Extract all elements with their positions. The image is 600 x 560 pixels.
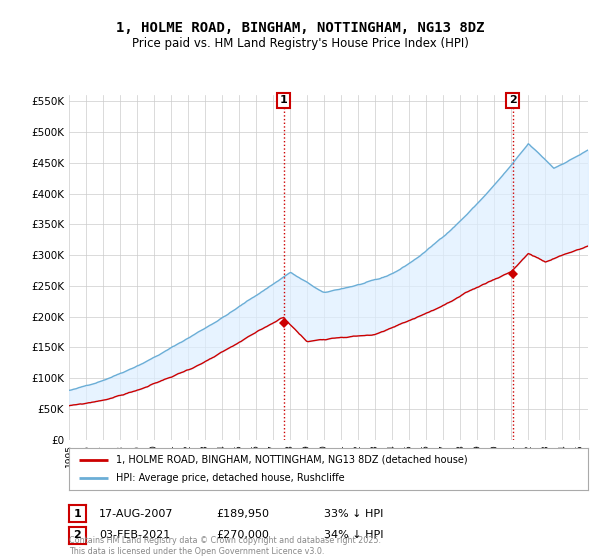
Text: 1, HOLME ROAD, BINGHAM, NOTTINGHAM, NG13 8DZ (detached house): 1, HOLME ROAD, BINGHAM, NOTTINGHAM, NG13… xyxy=(116,455,467,465)
Text: 1, HOLME ROAD, BINGHAM, NOTTINGHAM, NG13 8DZ: 1, HOLME ROAD, BINGHAM, NOTTINGHAM, NG13… xyxy=(116,21,484,35)
Text: 17-AUG-2007: 17-AUG-2007 xyxy=(99,508,173,519)
Text: 34% ↓ HPI: 34% ↓ HPI xyxy=(324,530,383,540)
Text: 1: 1 xyxy=(280,95,288,105)
Text: HPI: Average price, detached house, Rushcliffe: HPI: Average price, detached house, Rush… xyxy=(116,473,344,483)
Text: £189,950: £189,950 xyxy=(216,508,269,519)
Text: 33% ↓ HPI: 33% ↓ HPI xyxy=(324,508,383,519)
Text: 2: 2 xyxy=(509,95,517,105)
Text: 2: 2 xyxy=(74,530,81,540)
Text: 1: 1 xyxy=(74,508,81,519)
Text: 03-FEB-2021: 03-FEB-2021 xyxy=(99,530,170,540)
Text: Price paid vs. HM Land Registry's House Price Index (HPI): Price paid vs. HM Land Registry's House … xyxy=(131,37,469,50)
Text: Contains HM Land Registry data © Crown copyright and database right 2025.
This d: Contains HM Land Registry data © Crown c… xyxy=(69,536,381,556)
Text: £270,000: £270,000 xyxy=(216,530,269,540)
